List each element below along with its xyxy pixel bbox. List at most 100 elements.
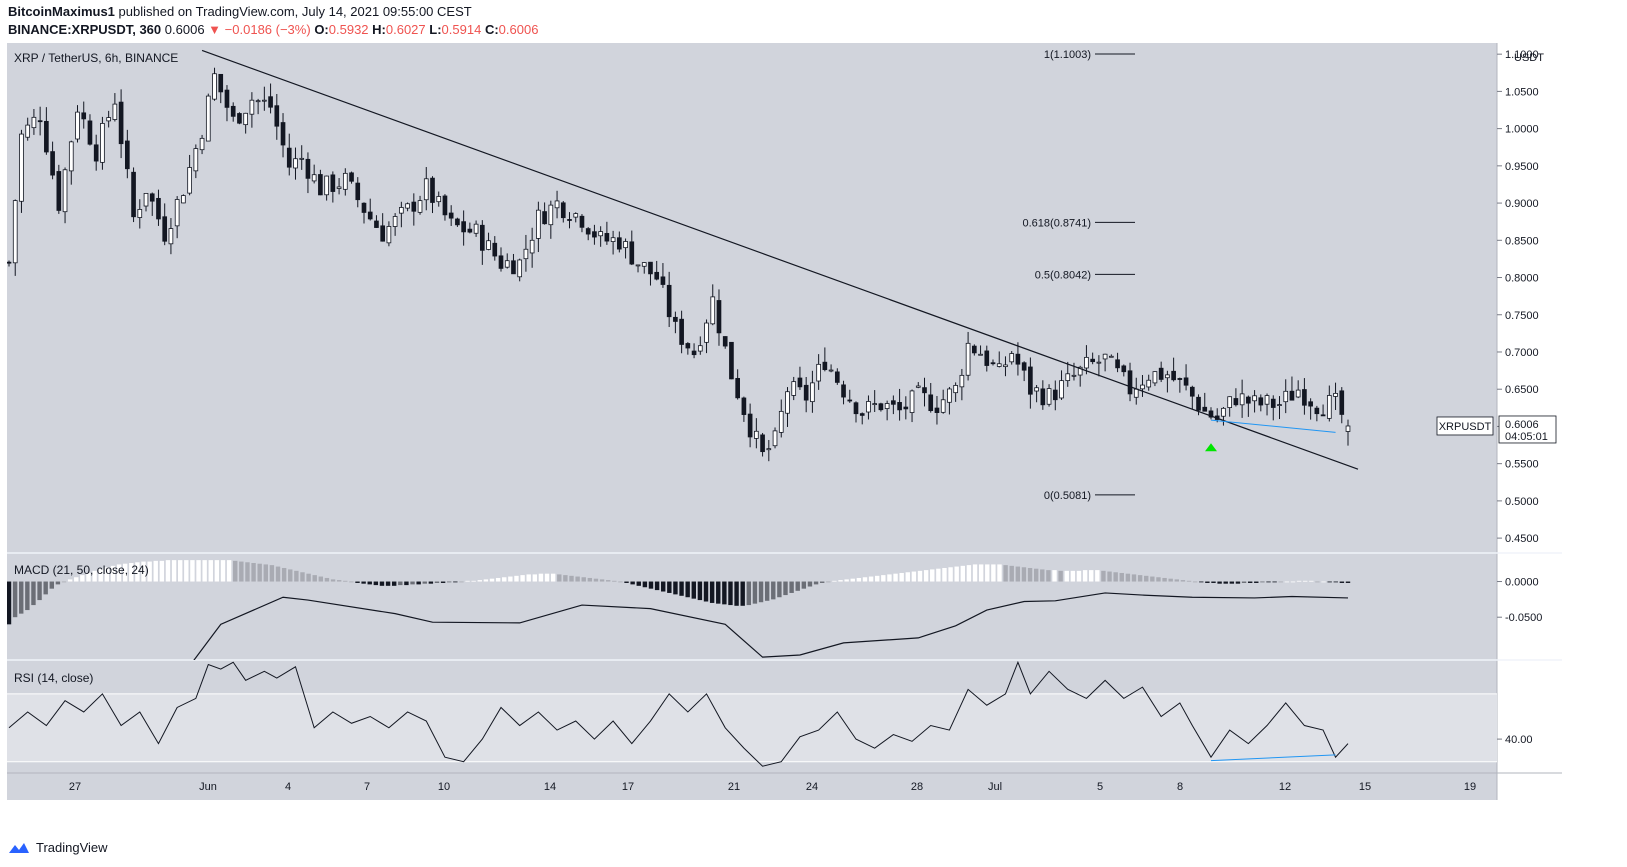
macd-histogram-bar: [1241, 581, 1247, 583]
bearish-candle-body: [847, 399, 853, 402]
candle: [517, 258, 523, 282]
macd-histogram-bar: [1064, 570, 1069, 582]
candle: [542, 202, 547, 225]
bearish-candle-body: [617, 237, 622, 250]
candle: [1270, 395, 1276, 421]
bearish-candle-body: [274, 105, 280, 127]
price-tick-label: 0.8000: [1505, 273, 1539, 285]
candle: [374, 215, 379, 229]
macd-histogram-bar: [1137, 575, 1143, 582]
macd-histogram-bar: [734, 581, 739, 606]
bearish-candle-body: [922, 387, 927, 394]
candle: [12, 199, 18, 276]
candle: [654, 260, 660, 281]
bullish-candle-body: [704, 322, 709, 343]
macd-histogram-bar: [1223, 581, 1228, 584]
macd-histogram-bar: [746, 581, 752, 606]
footer-logo-text[interactable]: TradingView: [36, 840, 108, 855]
bullish-candle-body: [205, 95, 211, 142]
candle: [598, 226, 603, 247]
macd-histogram-bar: [569, 575, 574, 582]
candle: [81, 101, 87, 129]
macd-histogram-bar: [110, 565, 116, 582]
price-tick-label: 0.8500: [1505, 235, 1539, 247]
macd-histogram-bar: [795, 581, 800, 591]
macd-histogram-bar: [1168, 578, 1173, 582]
macd-histogram-bar: [1345, 581, 1351, 583]
bearish-candle-body: [237, 113, 242, 124]
bullish-candle-body: [100, 123, 105, 163]
candle: [940, 389, 946, 414]
macd-histogram-bar: [67, 579, 73, 582]
candle: [996, 351, 1002, 368]
candle: [1345, 419, 1351, 446]
bullish-candle-body: [1003, 364, 1008, 368]
candle: [673, 311, 678, 334]
macd-histogram-bar: [1309, 580, 1314, 582]
candle: [1283, 379, 1289, 414]
bearish-candle-body: [542, 211, 547, 225]
macd-histogram-bar: [1333, 581, 1338, 583]
bearish-candle-body: [897, 402, 902, 411]
bullish-candle-body: [386, 226, 392, 244]
candle: [336, 178, 342, 195]
bearish-candle-body: [803, 384, 809, 401]
bullish-candle-body: [1326, 395, 1332, 419]
rsi-line-group: [8, 660, 1349, 767]
macd-histogram-bar: [1131, 574, 1137, 582]
bullish-candle-body: [68, 141, 74, 172]
macd-histogram-bar: [318, 576, 324, 582]
candle: [162, 203, 168, 246]
macd-histogram-bar: [832, 580, 837, 582]
macd-histogram-bar: [526, 574, 531, 582]
candle: [947, 386, 952, 415]
candle: [685, 342, 691, 355]
candle: [205, 93, 211, 142]
high-value: 0.6027: [385, 22, 426, 37]
macd-histogram-bar: [1254, 581, 1259, 583]
candle: [380, 213, 386, 242]
bearish-candle-body: [859, 413, 865, 416]
macd-histogram-bar: [954, 566, 959, 582]
bearish-candle-body: [7, 261, 12, 264]
bullish-candle-body: [249, 99, 255, 115]
candle: [928, 382, 934, 413]
macd-histogram-bar: [196, 560, 201, 582]
bullish-candle-body: [1165, 374, 1170, 379]
macd-histogram-bar: [1327, 581, 1332, 583]
bearish-candle-body: [162, 216, 168, 242]
macd-histogram-bar: [819, 581, 825, 583]
author-name[interactable]: BitcoinMaximus1: [8, 4, 115, 19]
bearish-candle-body: [834, 371, 840, 383]
candle: [44, 107, 49, 155]
bullish-candle-body: [1046, 388, 1052, 405]
macd-histogram-bar: [1076, 570, 1082, 582]
candle: [754, 418, 759, 449]
candle: [1046, 384, 1052, 407]
bearish-candle-body: [741, 397, 747, 415]
bullish-candle-body: [342, 172, 348, 190]
candle: [311, 164, 317, 184]
candle: [585, 227, 591, 241]
candle: [990, 359, 996, 366]
macd-histogram-bar: [893, 573, 898, 582]
bullish-candle-body: [1295, 389, 1301, 398]
candle: [760, 432, 765, 457]
price-tick-label: 1.0000: [1505, 124, 1539, 136]
candle: [1152, 371, 1158, 387]
bearish-candle-body: [367, 211, 373, 220]
candle: [305, 152, 311, 194]
macd-histogram-bar: [1162, 577, 1167, 582]
candle: [1227, 396, 1233, 417]
bullish-candle-body: [243, 112, 248, 126]
macd-histogram-bar: [764, 581, 770, 601]
macd-histogram-bar: [190, 560, 195, 582]
bearish-candle-body: [218, 73, 224, 93]
bearish-candle-body: [679, 318, 684, 345]
candle: [417, 195, 423, 215]
macd-histogram-bar: [862, 577, 868, 582]
bullish-candle-body: [623, 241, 628, 249]
macd-histogram-bar: [165, 560, 171, 582]
bullish-candle-body: [25, 124, 31, 138]
